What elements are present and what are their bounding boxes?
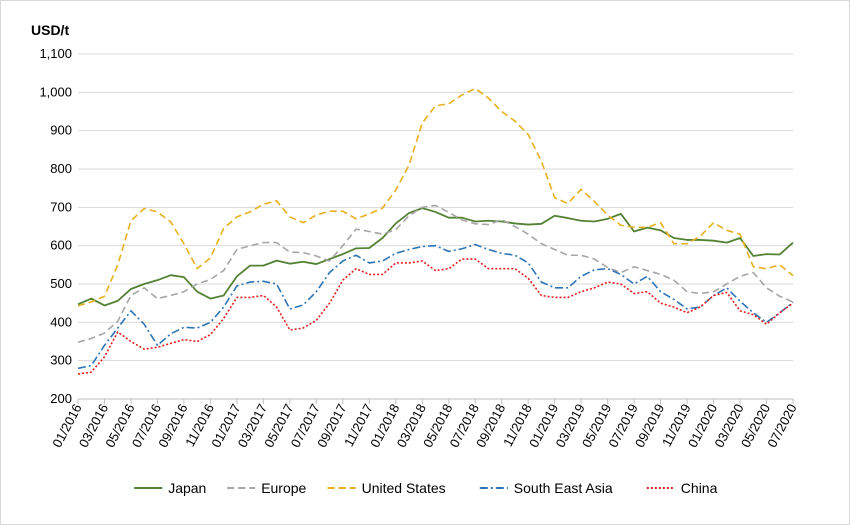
- y-tick-labels: 200 300 400 500 600 700 800 900 1,000 1,100: [39, 46, 72, 406]
- legend-label: China: [681, 480, 718, 496]
- series-line-united-states: [78, 89, 793, 306]
- y-tick-label: 1,100: [39, 46, 72, 61]
- legend-label: Japan: [168, 480, 206, 496]
- y-tick-label: 500: [50, 276, 72, 291]
- legend: Japan Europe United States South East Asia C…: [134, 480, 717, 496]
- series-line-europe: [78, 205, 793, 342]
- y-tick-label: 400: [50, 314, 72, 329]
- y-tick-label: 600: [50, 238, 72, 253]
- series-line-china: [78, 259, 793, 374]
- y-tick-label: 1,000: [39, 84, 72, 99]
- legend-label: South East Asia: [514, 480, 613, 496]
- legend-label: United States: [362, 480, 446, 496]
- legend-item-south-east-asia: South East Asia: [480, 480, 613, 496]
- y-tick-label: 200: [50, 391, 72, 406]
- x-tick-labels: 01/201603/201605/201607/201609/201611/20…: [49, 401, 799, 450]
- legend-label: Europe: [261, 480, 306, 496]
- legend-item-united-states: United States: [328, 480, 446, 496]
- series-line-south-east-asia: [78, 245, 793, 369]
- y-axis-label: USD/t: [31, 22, 69, 38]
- legend-item-china: China: [647, 480, 718, 496]
- series-lines: [78, 88, 793, 374]
- y-tick-label: 700: [50, 199, 72, 214]
- y-tick-label: 900: [50, 123, 72, 138]
- legend-item-japan: Japan: [134, 480, 206, 496]
- y-tick-label: 300: [50, 353, 72, 368]
- y-tick-label: 800: [50, 161, 72, 176]
- legend-item-europe: Europe: [227, 480, 306, 496]
